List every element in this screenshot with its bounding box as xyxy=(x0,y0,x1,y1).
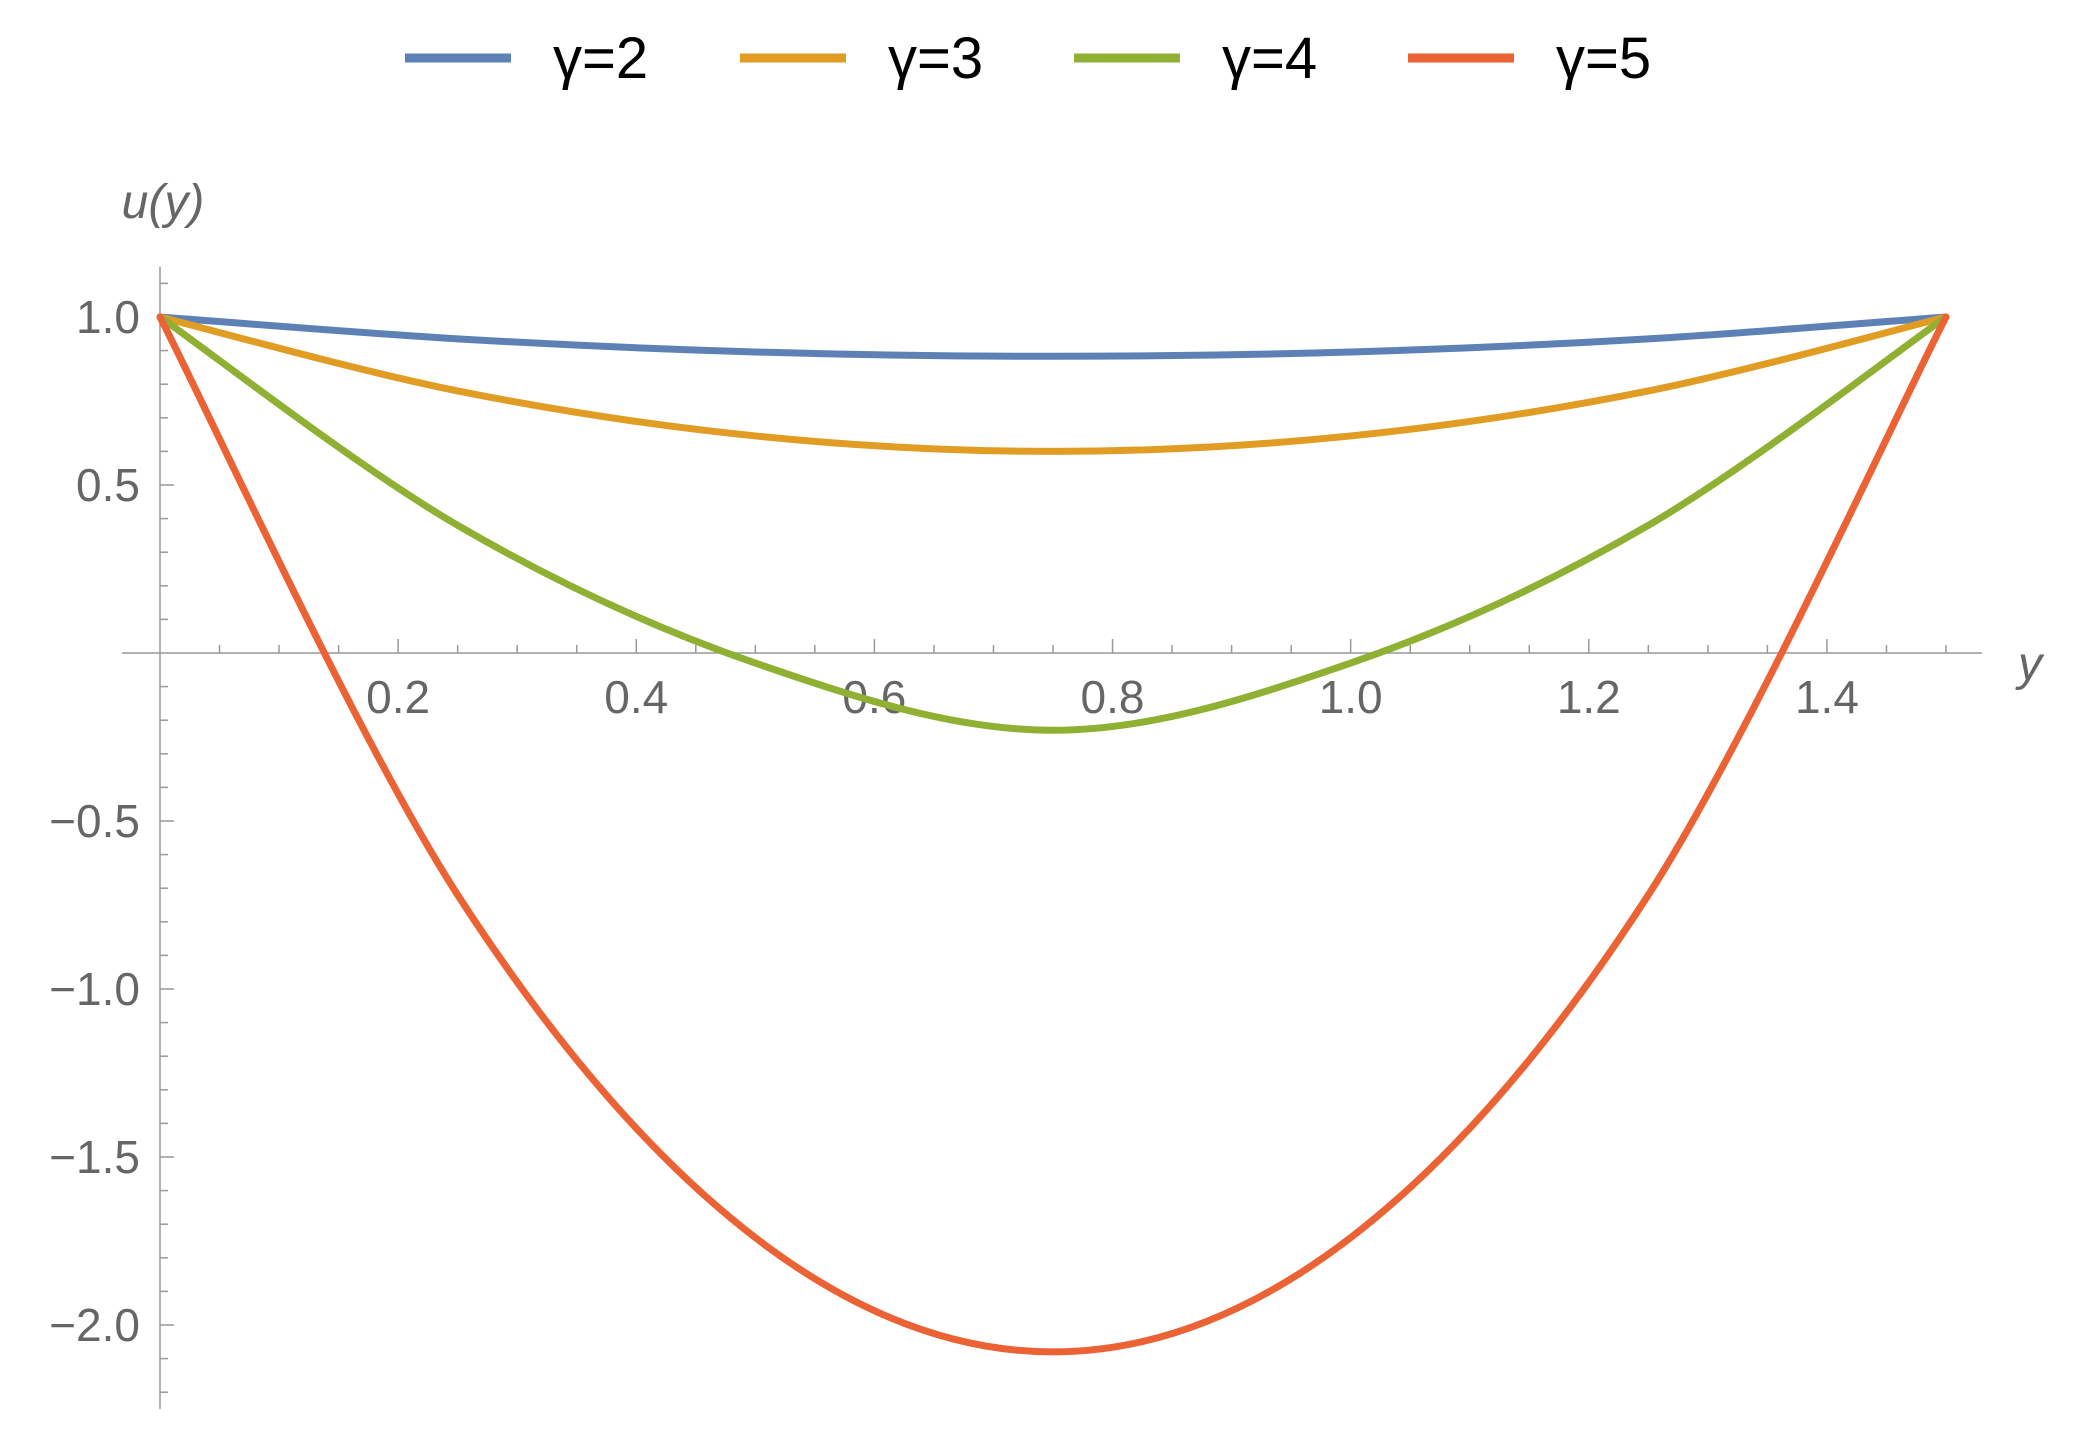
y-axis-title: u(y) xyxy=(122,176,205,229)
legend-label-4: γ=5 xyxy=(1556,26,1651,91)
series-group xyxy=(156,313,1950,1356)
legend: γ=2 γ=3 γ=4 γ=5 xyxy=(405,26,1651,91)
series-line-4 xyxy=(156,313,1950,1356)
series-line-1 xyxy=(156,313,1950,360)
series-line-2 xyxy=(156,313,1950,455)
y-tick-label: −1.0 xyxy=(49,963,140,1015)
x-tick-label: 1.4 xyxy=(1795,671,1859,723)
legend-label-2: γ=3 xyxy=(888,26,983,91)
y-tick-label: 1.0 xyxy=(76,291,140,343)
x-tick-label: 0.8 xyxy=(1081,671,1145,723)
y-tick-label: −1.5 xyxy=(49,1131,140,1183)
legend-label-1: γ=2 xyxy=(553,26,648,91)
axes: 0.2 0.4 0.6 0.8 1.0 1.2 1.41.00.5−0.5−1.0−1.5−… xyxy=(49,176,2045,1409)
y-tick-label: −2.0 xyxy=(49,1299,140,1351)
x-tick-label: 0.4 xyxy=(604,671,668,723)
y-tick-label: −0.5 xyxy=(49,795,140,847)
x-axis-title: y xyxy=(2015,638,2045,691)
y-tick-label: 0.5 xyxy=(76,459,140,511)
legend-label-3: γ=4 xyxy=(1222,26,1317,91)
series-line-3 xyxy=(156,313,1950,734)
x-tick-label: 1.0 xyxy=(1319,671,1383,723)
x-tick-label: 0.2 xyxy=(366,671,430,723)
x-tick-label: 1.2 xyxy=(1557,671,1621,723)
